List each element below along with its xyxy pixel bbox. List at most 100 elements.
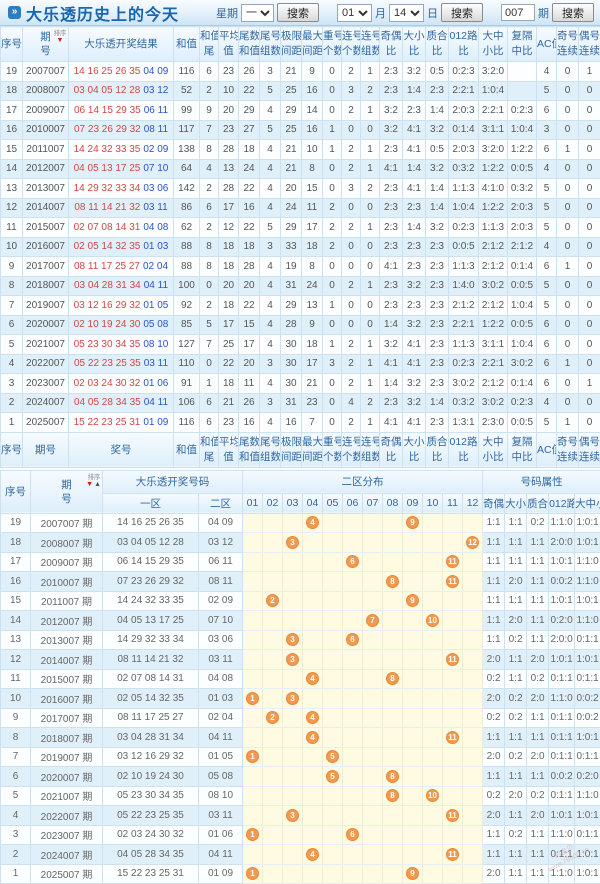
attr-cell: 1:1 [483, 630, 505, 650]
seq-cell: 17 [1, 101, 23, 121]
stat-cell: 0 [342, 120, 361, 140]
issue-cell: 2017007 [23, 257, 69, 277]
stat-cell: 4:1 [403, 335, 426, 355]
dist-cell: 8 [383, 767, 403, 787]
dist-col-header: 02 [263, 493, 283, 513]
sort-down-icon[interactable]: ▼ [86, 481, 93, 488]
front-numbers: 06 14 15 29 35 [74, 105, 141, 116]
stat-cell: 21 [281, 159, 302, 179]
dist-cell [403, 552, 423, 572]
stat-cell: 3:1:1 [479, 335, 508, 355]
header-line: 复隔 [508, 435, 536, 450]
stat-cell: 20 [219, 101, 239, 121]
header-line: 大小 [403, 435, 425, 450]
dist-cell [423, 864, 443, 884]
number-ball: 8 [386, 789, 399, 802]
stat-cell: 2:2:1 [449, 81, 479, 101]
stat-cell: 13 [219, 159, 239, 179]
dist-cell: 5 [323, 747, 343, 767]
stat-cell: 30 [281, 335, 302, 355]
dist-cell [443, 591, 463, 611]
col-issue[interactable]: 期号 排序 ▼ ▲ [31, 470, 103, 513]
sort-control[interactable]: 排序 ▼ [53, 30, 67, 44]
attr-cell: 1:1 [483, 845, 505, 865]
attr-cell: 1:1 [505, 533, 527, 553]
attr-cell: 1:1 [483, 513, 505, 533]
attr-cell: 0:1:1 [575, 669, 600, 689]
stat-cell: 92 [174, 296, 200, 316]
week-select[interactable]: 一 [241, 4, 274, 22]
dist-cell [403, 747, 423, 767]
stat-cell: 0 [579, 296, 600, 316]
sort-down-icon[interactable]: ▼ [57, 37, 64, 44]
stat-cell: 4 [260, 413, 281, 433]
stat-cell: 24 [239, 159, 260, 179]
issue-input[interactable] [501, 4, 535, 21]
stat-cell: 0 [323, 393, 342, 413]
stat-cell: 3:2 [426, 120, 449, 140]
stat-cell: 3 [260, 62, 281, 82]
stat-cell: 2:3 [403, 198, 426, 218]
stat-cell: 3 [537, 120, 557, 140]
dist-col-header: 03 [283, 493, 303, 513]
dist-cell [383, 825, 403, 845]
number-ball: 11 [446, 653, 459, 666]
attr-cell: 1:1 [527, 767, 549, 787]
dist-cell [363, 825, 383, 845]
stat-cell: 6 [200, 393, 219, 413]
month-select[interactable]: 01 [337, 4, 372, 22]
number-ball: 5 [326, 770, 339, 783]
stat-cell: 4 [342, 393, 361, 413]
stat-cell: 2 [200, 81, 219, 101]
header-label: 奖号 [69, 434, 173, 466]
issue-cell: 2012007 期 [31, 611, 103, 631]
issue-search-button[interactable]: 搜索 [552, 3, 594, 22]
stat-cell: 3:0:2 [479, 276, 508, 296]
stat-cell: 18 [219, 296, 239, 316]
stat-cell: 2:3 [380, 296, 403, 316]
stat-cell: 0 [323, 276, 342, 296]
stat-cell: 8 [200, 237, 219, 257]
stat-cell: 0:0:5 [508, 276, 537, 296]
date-search-button[interactable]: 搜索 [441, 3, 483, 22]
stat-cell: 0:2:3 [449, 354, 479, 374]
stat-cell: 100 [174, 276, 200, 296]
week-search-button[interactable]: 搜索 [277, 3, 319, 22]
sort-control[interactable]: 排序 ▼ ▲ [86, 474, 101, 488]
stat-cell: 6 [537, 374, 557, 394]
column-header: 平均值 [219, 432, 239, 467]
stat-cell: 1 [323, 296, 342, 316]
header-line: 比 [426, 450, 448, 465]
seq-cell: 8 [1, 276, 23, 296]
stat-cell: 1 [557, 354, 579, 374]
header-line: 连续 [557, 44, 578, 59]
col-zone2: 二区 [199, 493, 243, 513]
stat-cell: 1 [361, 354, 380, 374]
stat-cell: 0:1:4 [449, 120, 479, 140]
header-line: 偶号 [579, 435, 600, 450]
header-line: 尾号 [260, 29, 280, 44]
issue-cell: 2012007 [23, 159, 69, 179]
stat-cell: 3 [260, 354, 281, 374]
stat-cell: 2:0:3 [449, 140, 479, 160]
sort-up-icon[interactable]: ▲ [94, 481, 101, 488]
day-select[interactable]: 14 [389, 4, 424, 22]
title-group: » 大乐透历史上的今天 [8, 1, 179, 25]
dist-cell [263, 747, 283, 767]
table2-group-header-row: 序号 期号 排序 ▼ ▲ 大乐透开奖号码 二区分布 号码属性 [1, 470, 600, 493]
attr-cell: 2:0 [505, 611, 527, 631]
col-issue[interactable]: 期号 排序 ▼ [23, 27, 69, 62]
dist-cell [423, 513, 443, 533]
issue-cell: 2018007 [23, 276, 69, 296]
stat-cell: 9 [302, 62, 323, 82]
group-distribution: 二区分布 [243, 470, 483, 493]
front-numbers: 03 04 05 12 28 [74, 85, 141, 96]
dist-cell [343, 591, 363, 611]
stat-cell: 2:3 [380, 218, 403, 238]
issue-cell: 2022007 [23, 354, 69, 374]
